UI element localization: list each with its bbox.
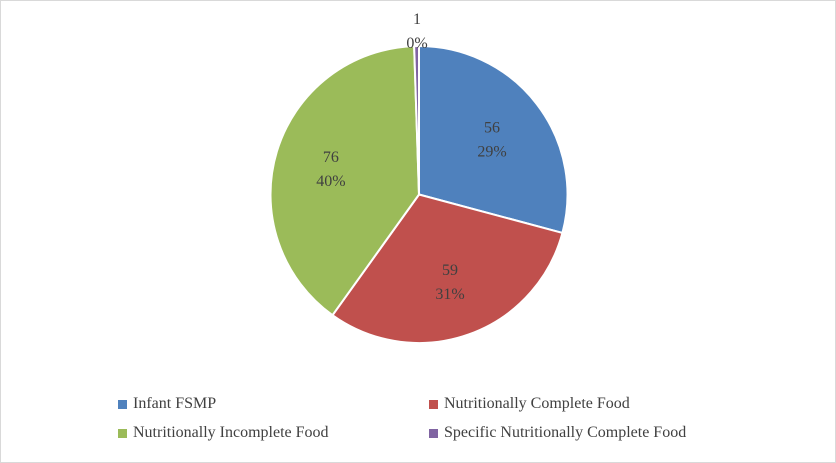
legend-label: Nutritionally Complete Food (444, 395, 630, 412)
legend-item-specific-nutritionally-complete: Specific Nutritionally Complete Food (429, 424, 686, 442)
legend-item-nutritionally-complete: Nutritionally Complete Food (429, 395, 630, 413)
data-label-percent: 40% (316, 173, 345, 190)
legend-item-infant-fsmp: Infant FSMP (118, 395, 216, 413)
data-label-percent: 0% (406, 35, 427, 52)
pie-slice-1 (331, 193, 564, 344)
data-label-value: 56 (484, 119, 500, 136)
data-label-percent: 31% (435, 286, 464, 303)
data-label-value: 76 (323, 149, 339, 166)
pie-slice-0 (418, 44, 569, 235)
pie-slice-2 (269, 45, 421, 317)
legend-label: Infant FSMP (133, 395, 217, 412)
legend-swatch (429, 399, 438, 409)
legend-label: Specific Nutritionally Complete Food (444, 424, 687, 441)
data-label-value: 59 (442, 262, 458, 279)
legend-label: Nutritionally Incomplete Food (133, 424, 329, 441)
pie-slice-3 (413, 44, 420, 195)
legend-swatch (118, 428, 127, 438)
data-label-value: 1 (413, 11, 421, 28)
legend-item-nutritionally-incomplete: Nutritionally Incomplete Food (118, 424, 329, 442)
legend-swatch (118, 399, 127, 409)
legend-swatch (429, 428, 438, 438)
data-label-percent: 29% (477, 143, 506, 160)
